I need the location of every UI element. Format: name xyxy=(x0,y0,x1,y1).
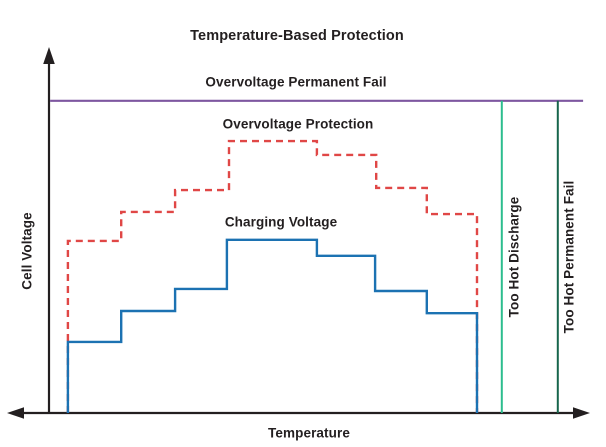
chart-title: Temperature-Based Protection xyxy=(190,28,404,44)
x-axis-label: Temperature xyxy=(268,425,350,441)
too-hot-permanent-fail-label: Too Hot Permanent Fail xyxy=(561,180,577,334)
too-hot-discharge-label: Too Hot Discharge xyxy=(506,196,522,318)
overvoltage-protection-label: Overvoltage Protection xyxy=(222,116,374,132)
charging-voltage-label: Charging Voltage xyxy=(224,214,338,230)
y-axis-arrow-icon xyxy=(43,47,55,64)
x-axis-left-arrow-icon xyxy=(7,407,24,419)
overvoltage-permanent-fail-label: Overvoltage Permanent Fail xyxy=(205,74,387,90)
overvoltage-protection-line xyxy=(66,139,479,413)
x-axis-right-arrow-icon xyxy=(573,407,590,419)
charging-voltage-line xyxy=(66,238,479,413)
y-axis-label: Cell Voltage xyxy=(19,212,35,290)
